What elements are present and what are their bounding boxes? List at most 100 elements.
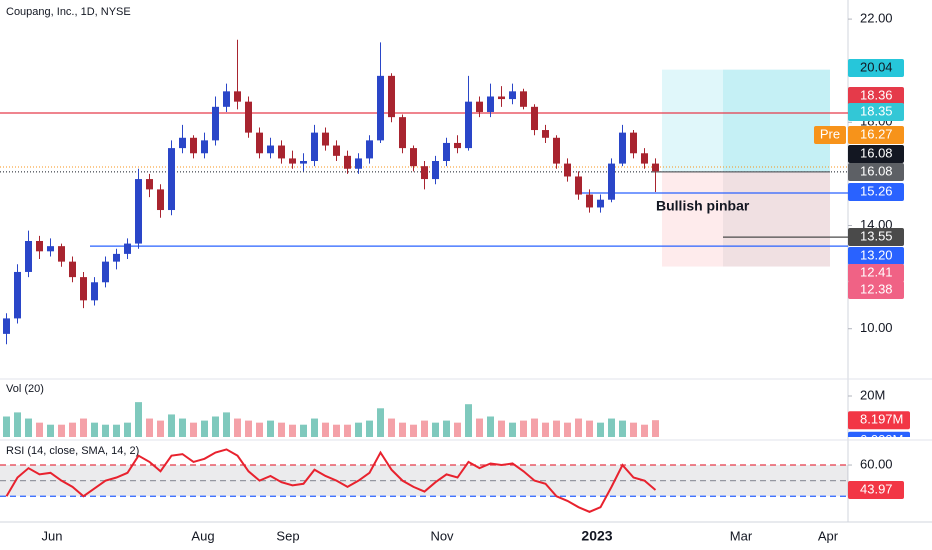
volume-bar — [465, 404, 472, 437]
candle-body — [256, 132, 263, 154]
volume-bar — [454, 422, 461, 437]
volume-bar — [212, 416, 219, 437]
candle-body — [179, 137, 186, 149]
volume-bar — [124, 422, 131, 437]
price-label: 18.36 — [860, 87, 893, 102]
y-tick-label: 22.00 — [860, 11, 893, 26]
volume-bar — [520, 420, 527, 437]
volume-bar — [14, 412, 21, 437]
volume-bar — [366, 420, 373, 437]
candle-body — [267, 145, 274, 154]
price-label: 15.26 — [860, 183, 893, 198]
volume-bar — [344, 424, 351, 437]
candle-body — [388, 75, 395, 118]
volume-bar — [421, 420, 428, 437]
candle-body — [69, 261, 76, 278]
volume-bar — [3, 416, 10, 437]
volume-bar — [201, 420, 208, 437]
rsi-tick-label: 60.00 — [860, 456, 893, 471]
volume-bar — [652, 420, 659, 437]
volume-bar — [586, 420, 593, 437]
price-label: 16.27 — [860, 126, 893, 141]
x-tick-label: Nov — [430, 528, 454, 543]
candle-body — [619, 132, 626, 164]
volume-bar — [564, 422, 571, 437]
volume-title: Vol (20) — [6, 383, 44, 395]
candle-body — [124, 243, 131, 254]
volume-bar — [113, 424, 120, 437]
candle-body — [36, 240, 43, 252]
volume-bar — [135, 402, 142, 437]
volume-bar — [25, 418, 32, 437]
volume-bar — [432, 422, 439, 437]
volume-label: 8.197M — [860, 412, 903, 427]
candle-body — [135, 179, 142, 244]
candle-body — [212, 106, 219, 141]
candle-body — [443, 142, 450, 162]
candle-body — [25, 240, 32, 272]
volume-bar — [168, 414, 175, 437]
price-label-bg — [848, 264, 904, 282]
candle-body — [355, 158, 362, 169]
volume-label-bg — [848, 431, 910, 437]
price-label: 12.38 — [860, 281, 893, 296]
candle-body — [531, 106, 538, 131]
price-label: 20.04 — [860, 59, 893, 74]
chart-title: Coupang, Inc., 1D, NYSE — [6, 6, 131, 18]
volume-bar — [289, 424, 296, 437]
volume-bar — [267, 420, 274, 437]
volume-bar — [619, 420, 626, 437]
candle-body — [223, 91, 230, 107]
rsi-label: 43.97 — [860, 481, 893, 496]
candle-body — [553, 137, 560, 164]
candle-body — [201, 140, 208, 154]
volume-bar — [575, 418, 582, 437]
volume-bar — [58, 424, 65, 437]
volume-bar — [234, 418, 241, 437]
candle-body — [168, 148, 175, 211]
candle-body — [333, 145, 340, 156]
price-label-bg — [848, 228, 904, 246]
candle-body — [476, 101, 483, 112]
position-box — [723, 171, 830, 267]
candle-body — [344, 155, 351, 169]
position-box — [662, 171, 830, 267]
volume-bar — [498, 420, 505, 437]
candle-body — [91, 282, 98, 301]
rsi-label-bg — [848, 481, 904, 500]
candle-body — [509, 91, 516, 100]
rsi-line — [5, 448, 657, 513]
price-label-bg — [848, 281, 904, 299]
volume-bar — [300, 424, 307, 437]
y-tick-label: 10.00 — [860, 320, 893, 335]
volume-label: 6.000M — [860, 432, 903, 447]
candle-body — [14, 271, 21, 319]
price-label: 13.55 — [860, 228, 893, 243]
candle-body — [113, 253, 120, 262]
candle-body — [3, 318, 10, 334]
candle-body — [410, 148, 417, 167]
candle-body — [157, 189, 164, 211]
annotation: Bullish pinbar — [656, 198, 750, 214]
x-tick-label: Sep — [276, 528, 299, 543]
candle-body — [630, 132, 637, 154]
rsi-title: RSI (14, close, SMA, 14, 2) — [6, 445, 139, 457]
pre-label-bg — [814, 126, 846, 144]
volume-bar — [333, 424, 340, 437]
volume-bar — [157, 420, 164, 437]
volume-bar — [443, 420, 450, 437]
volume-bar — [245, 420, 252, 437]
price-label-bg — [848, 87, 904, 105]
candle-body — [575, 176, 582, 195]
price-label: 16.08 — [860, 163, 893, 178]
volume-bar — [190, 422, 197, 437]
volume-bar — [509, 422, 516, 437]
price-label-bg — [848, 126, 904, 144]
candle-body — [498, 96, 505, 100]
candle-body — [102, 261, 109, 283]
candle-body — [311, 132, 318, 162]
candle-body — [641, 153, 648, 164]
price-label-bg — [848, 163, 904, 181]
price-label-bg — [848, 59, 904, 77]
